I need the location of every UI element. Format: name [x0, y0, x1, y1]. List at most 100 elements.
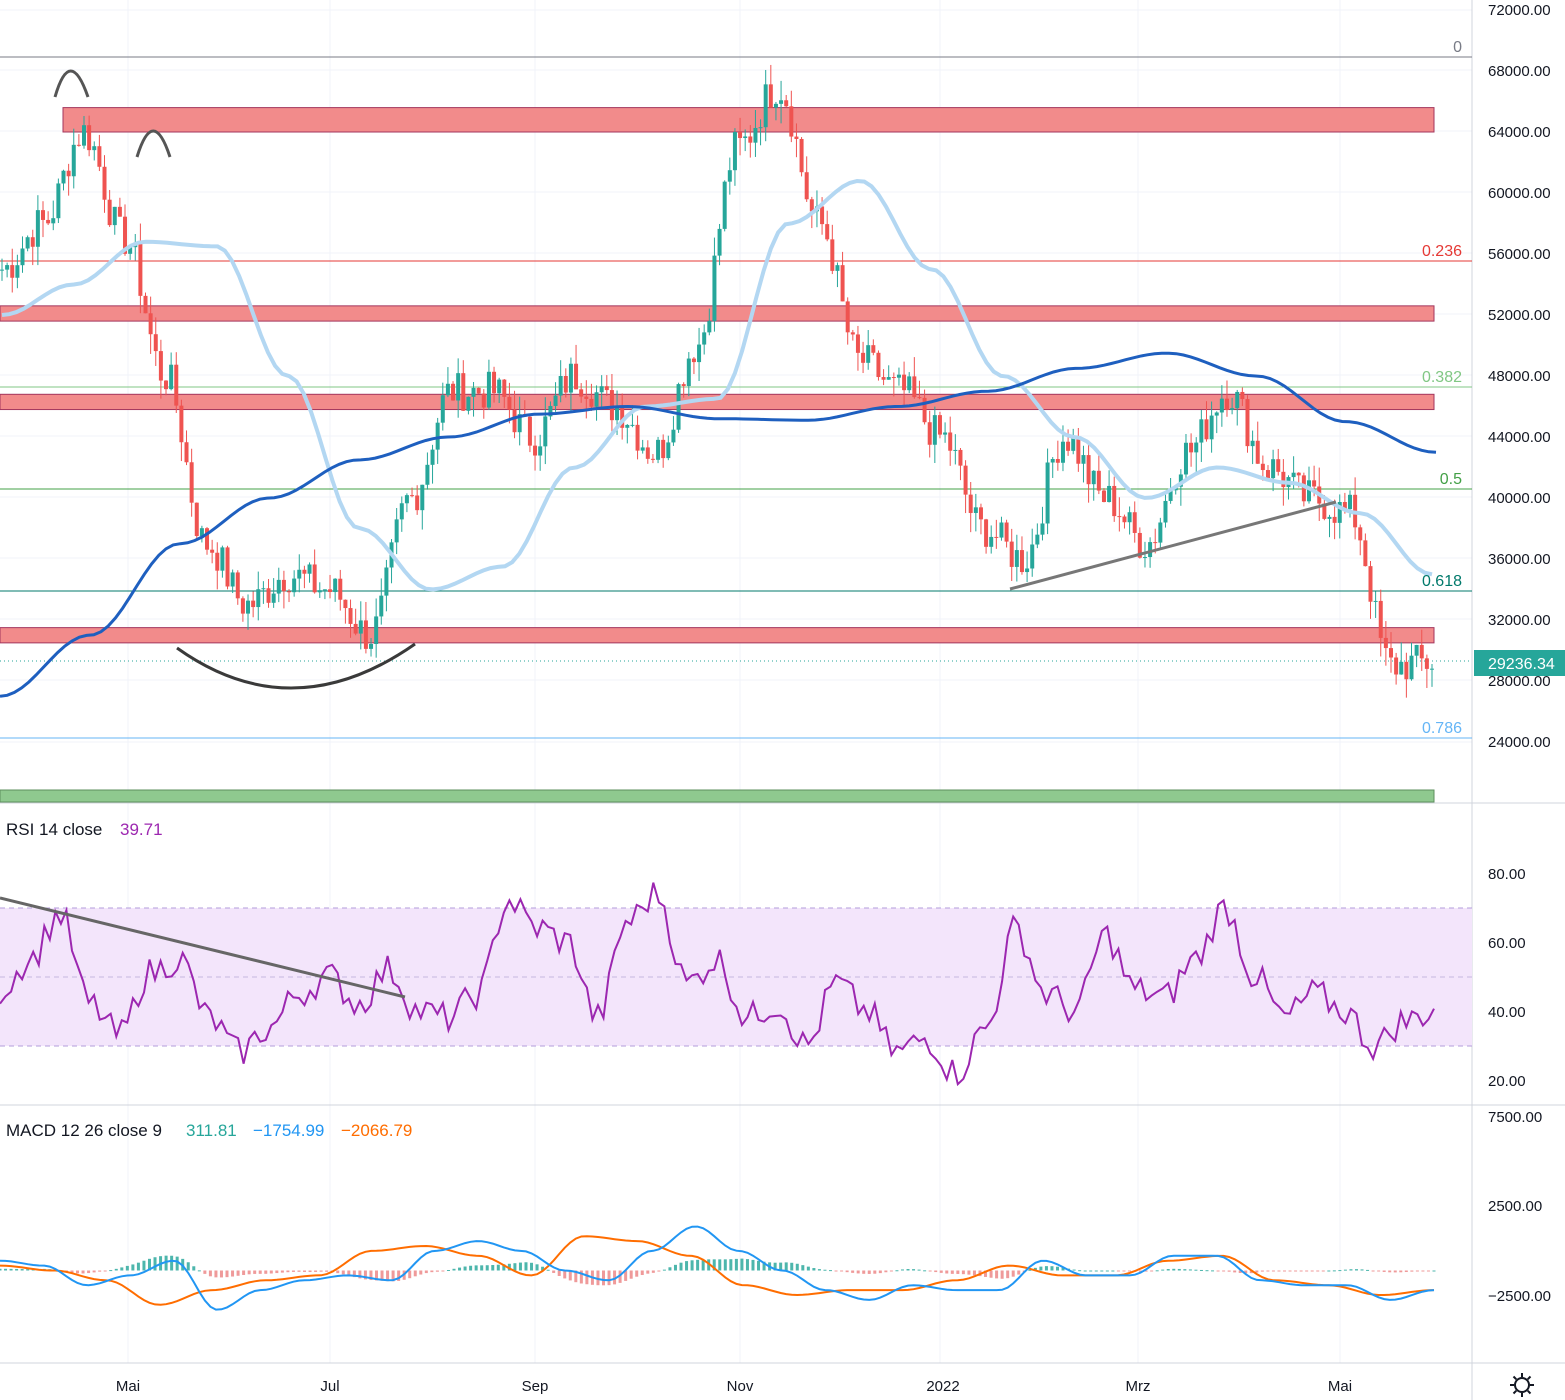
macd-hist-bar [535, 1264, 539, 1271]
candle-body [999, 522, 1004, 538]
candle-body [451, 383, 456, 401]
candle-body [1163, 500, 1168, 523]
candle-body [435, 422, 440, 450]
macd-hist-bar [242, 1270, 246, 1275]
candle-body [394, 519, 399, 543]
macd-hist-bar [1277, 1270, 1281, 1272]
rsi-title: RSI 14 close [6, 820, 102, 839]
candle-body [425, 464, 430, 485]
candle-body [107, 199, 112, 226]
macd-hist-bar [485, 1265, 489, 1271]
candle-body [363, 620, 368, 649]
time-axis[interactable]: Mai Jul Sep Nov 2022 Mrz Mai [116, 1378, 1352, 1395]
macd-hist-bar [314, 1270, 318, 1272]
macd-hist-bar [1288, 1270, 1292, 1272]
candle-body [748, 136, 753, 143]
macd-hist-bar [784, 1262, 788, 1271]
macd-hist-bar [657, 1270, 661, 1272]
macd-hist-bar [1354, 1269, 1358, 1271]
candle-body [1276, 459, 1281, 472]
candle-body [266, 588, 271, 603]
macd-hist-bar [900, 1269, 904, 1271]
candle-body [1291, 472, 1296, 478]
macd-hist-bar [912, 1269, 916, 1271]
candle-body [1168, 490, 1173, 501]
candle-body [1312, 480, 1317, 487]
macd-hist-bar [347, 1270, 351, 1276]
macd-hist-bar [1426, 1270, 1430, 1272]
macd-hist-bar [269, 1270, 273, 1274]
candle-body [615, 407, 620, 421]
macd-hist-bar [258, 1270, 262, 1274]
candle-body [97, 146, 102, 167]
macd-hist-bar [806, 1266, 810, 1271]
candle-body [1255, 440, 1260, 464]
macd-hist-bar [491, 1265, 495, 1271]
macd-hist-bar [0, 1268, 2, 1271]
macd-hist-bar [961, 1270, 965, 1275]
macd-hist-bar [264, 1270, 268, 1274]
candle-body [1158, 522, 1163, 543]
macd-hist-bar [862, 1270, 866, 1274]
macd-hist-bar [801, 1265, 805, 1271]
candle-body [112, 206, 117, 226]
macd-hist-bar [1000, 1270, 1004, 1279]
macd-hist-bar [303, 1270, 307, 1272]
macd-hist-bar [651, 1270, 655, 1273]
macd-hist-bar [186, 1262, 190, 1271]
candle-body [123, 216, 128, 254]
candle-body [256, 589, 261, 608]
candle-body [30, 237, 35, 247]
macd-hist-bar [1410, 1270, 1414, 1272]
candle-body [943, 432, 948, 435]
candle-body [87, 125, 92, 151]
resistance-zone [62, 107, 1435, 133]
candle-body [1306, 480, 1311, 502]
macd-hist-bar [87, 1270, 91, 1274]
candle-body [128, 247, 133, 254]
macd-hist-bar [286, 1270, 290, 1273]
macd-hist-bar [203, 1270, 207, 1274]
candle-body [440, 395, 445, 423]
macd-hist-bar [884, 1270, 888, 1273]
rounded-bottom-arc [176, 642, 416, 690]
macd-hist-bar [446, 1270, 450, 1272]
candle-body [1296, 472, 1301, 476]
price-axis[interactable]: 72000.00 68000.00 64000.00 60000.00 56000.00… [1488, 2, 1551, 751]
candle-body [732, 132, 737, 171]
candle-body [866, 345, 871, 363]
candle-body [896, 374, 901, 378]
candle-body [589, 398, 594, 407]
resistance-zone [0, 305, 1435, 322]
candle-body [46, 219, 51, 224]
macd-hist-bar [607, 1270, 611, 1286]
candle-body [543, 416, 548, 447]
candle-body [287, 591, 292, 593]
macd-hist-bar [374, 1270, 378, 1281]
macd-hist-bar [170, 1255, 174, 1271]
macd-hist-bar [629, 1270, 633, 1279]
candle-body [1189, 442, 1194, 453]
macd-hist-bar [231, 1270, 235, 1277]
candle-body [1414, 644, 1419, 656]
macd-signal-value: −2066.79 [341, 1121, 412, 1140]
macd-hist-bar [1316, 1270, 1320, 1272]
candle-body [317, 590, 322, 593]
candle-body [953, 449, 958, 451]
candle-body [189, 462, 194, 503]
candle-body [307, 564, 312, 574]
candle-body [635, 424, 640, 451]
macd-hist-bar [745, 1259, 749, 1271]
macd-hist-bar [458, 1267, 462, 1271]
macd-hist-bar [275, 1270, 279, 1274]
candle-body [594, 392, 599, 407]
fib-label-0-618: 0.618 [1422, 573, 1462, 590]
candle-body [1050, 459, 1055, 463]
candle-body [1004, 522, 1009, 542]
candle-body [15, 265, 20, 278]
candle-body [702, 332, 707, 345]
candle-body [1265, 470, 1270, 479]
gear-icon[interactable] [1510, 1373, 1534, 1397]
candle-body [1045, 462, 1050, 524]
